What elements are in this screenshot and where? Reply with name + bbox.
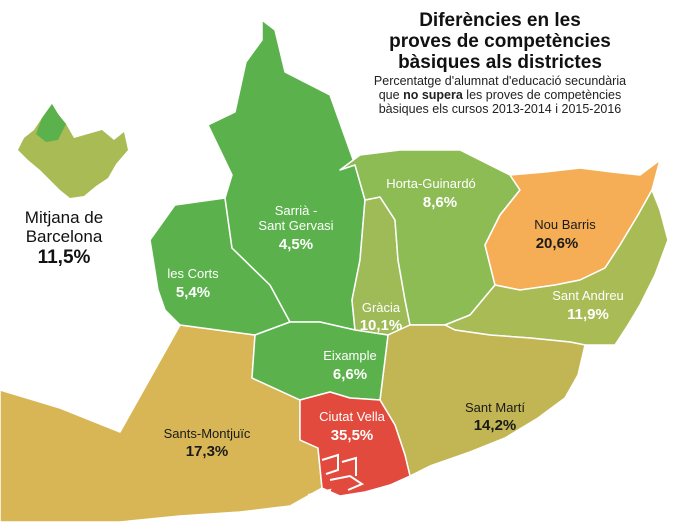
label-sarria-line1: Sarrià -: [275, 203, 318, 218]
average-value: 11,5%: [37, 247, 91, 268]
value-sant-marti: 14,2%: [474, 417, 517, 434]
port-piers: [299, 453, 365, 511]
label-sants: Sants-Montjuïc: [164, 426, 251, 441]
value-eixample: 6,6%: [333, 366, 367, 383]
district-ciutat-vella[interactable]: [299, 391, 411, 497]
value-sarria: 4,5%: [279, 236, 313, 253]
value-les-corts: 5,4%: [176, 284, 210, 301]
label-les-corts: les Corts: [167, 266, 219, 281]
subtitle-line3: bàsiques els cursos 2013-2014 i 2015-201…: [378, 102, 622, 116]
label-ciutat-vella: Ciutat Vella: [319, 409, 386, 424]
value-ciutat-vella: 35,5%: [331, 427, 374, 444]
subtitle-line2-suffix: les proves de competències: [462, 88, 622, 102]
average-label-line1: Mitjana de: [24, 208, 104, 227]
subtitle-line2-bold: no supera: [403, 88, 463, 102]
label-horta: Horta-Guinardó: [386, 176, 476, 191]
title-line2: proves de competències: [389, 31, 611, 52]
value-sants: 17,3%: [186, 443, 229, 460]
map-title: Diferències en les proves de competèncie…: [330, 10, 670, 73]
label-eixample: Eixample: [323, 348, 376, 363]
barcelona-average: Mitjana de Barcelona 11,5%: [0, 208, 128, 270]
map-subtitle: Percentatge d'alumnat d'educació secundà…: [330, 74, 670, 116]
title-line3: bàsiques als districtes: [398, 52, 602, 73]
label-sant-andreu: Sant Andreu: [552, 288, 624, 303]
value-sant-andreu: 11,9%: [567, 306, 609, 323]
value-nou-barris: 20,6%: [536, 235, 579, 252]
subtitle-line2-prefix: que: [378, 88, 404, 102]
title-line1: Diferències en les: [419, 10, 581, 31]
label-nou-barris: Nou Barris: [534, 217, 596, 232]
inset-map-highlight: [36, 104, 66, 142]
label-gracia: Gràcia: [362, 300, 401, 315]
value-horta: 8,6%: [423, 194, 457, 211]
inset-map-shape: [18, 104, 128, 198]
subtitle-line2: que no supera les proves de competències: [330, 88, 670, 102]
average-label-line2: Barcelona: [25, 227, 103, 246]
label-sarria-line2: Sant Gervasi: [258, 218, 333, 233]
label-sant-marti: Sant Martí: [465, 400, 525, 415]
subtitle-line1: Percentatge d'alumnat d'educació secundà…: [373, 74, 627, 88]
value-gracia: 10,1%: [360, 317, 403, 334]
